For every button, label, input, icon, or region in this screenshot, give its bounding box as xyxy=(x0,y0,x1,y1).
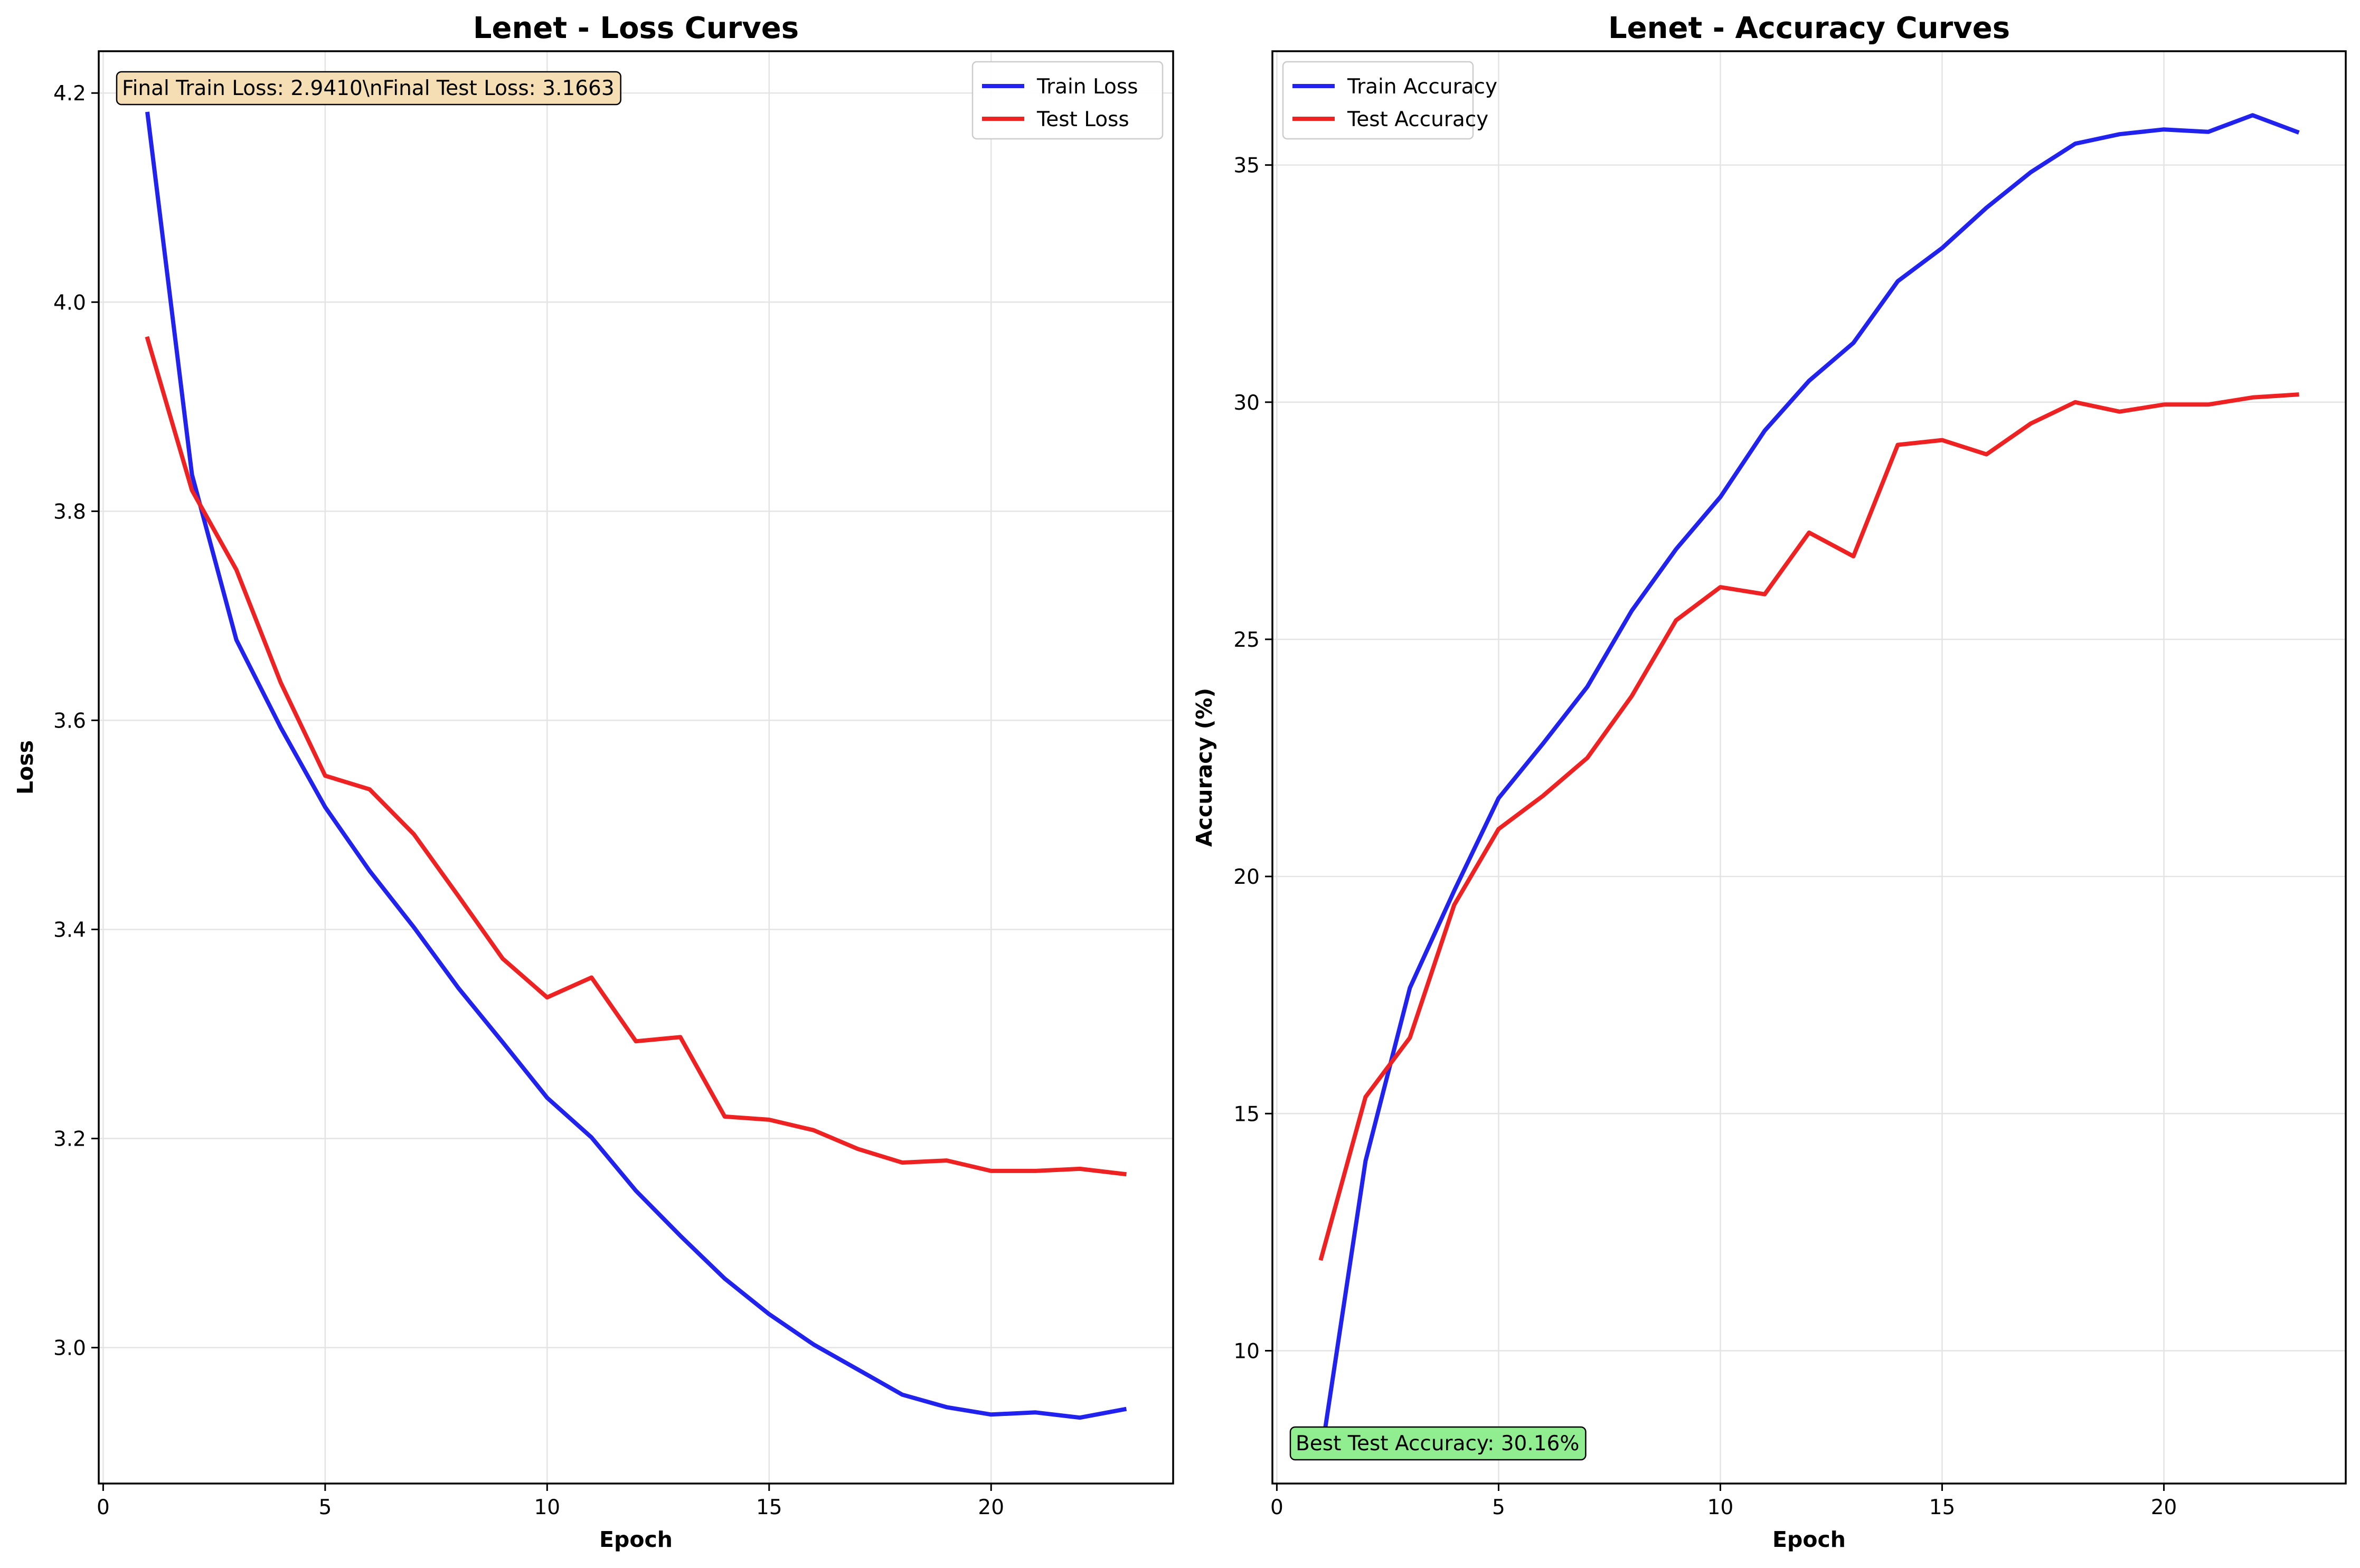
x-tick-label: 0 xyxy=(1270,1496,1283,1519)
y-tick-label: 30 xyxy=(1233,391,1260,415)
y-tick-label: 4.2 xyxy=(53,82,86,106)
loss-chart: 0 5 10 15 20 3.0 3.2 3.4 3.6 3.8 4.0 4.2 Lenet - Los… xyxy=(13,11,1174,1552)
series-line-train-accuracy xyxy=(1318,113,2300,1458)
x-tick-label: 5 xyxy=(318,1496,332,1519)
y-tick-label: 3.2 xyxy=(53,1128,86,1151)
y-axis-label: Loss xyxy=(13,740,38,795)
x-tick-label: 20 xyxy=(978,1496,1004,1519)
legend-label: Test Loss xyxy=(1036,108,1129,131)
x-axis-label: Epoch xyxy=(1772,1527,1846,1552)
plot-frame xyxy=(1271,50,2347,1485)
y-tick-label: 25 xyxy=(1233,628,1260,652)
x-tick-label: 15 xyxy=(1929,1496,1956,1519)
legend-label: Train Loss xyxy=(1036,75,1138,99)
series-line-test-accuracy xyxy=(1318,392,2299,1261)
annotation-box xyxy=(1289,1426,1587,1461)
x-tick-label: 0 xyxy=(97,1496,110,1519)
chart-title: Lenet - Accuracy Curves xyxy=(1608,11,2010,45)
legend-label: Test Accuracy xyxy=(1347,108,1488,131)
y-axis-label: Accuracy (%) xyxy=(1192,688,1217,847)
y-tick-label: 3.6 xyxy=(53,709,86,733)
y-tick-label: 3.0 xyxy=(53,1337,86,1361)
x-tick-label: 15 xyxy=(756,1496,782,1519)
annotation: Final Train Loss: 2.9410\nFinal Test Los… xyxy=(116,71,621,106)
y-tick-label: 4.0 xyxy=(53,291,86,315)
y-tick-label: 3.4 xyxy=(53,918,86,942)
annotation-text: Best Test Accuracy: 30.16% xyxy=(1296,1432,1579,1456)
chart-title: Lenet - Loss Curves xyxy=(473,11,799,45)
y-tick-label: 20 xyxy=(1233,865,1260,889)
x-axis-label: Epoch xyxy=(599,1527,673,1552)
annotation: Best Test Accuracy: 30.16% xyxy=(1289,1426,1587,1461)
x-tick-label: 5 xyxy=(1492,1496,1505,1519)
legend-label: Train Accuracy xyxy=(1347,75,1497,99)
y-tick-label: 15 xyxy=(1233,1102,1260,1126)
annotation-box xyxy=(116,71,621,106)
y-tick-label: 10 xyxy=(1233,1339,1260,1363)
x-tick-label: 20 xyxy=(2151,1496,2177,1519)
y-tick-label: 3.8 xyxy=(53,500,86,524)
x-tick-label: 10 xyxy=(1707,1496,1734,1519)
annotation-text: Final Train Loss: 2.9410\nFinal Test Los… xyxy=(122,77,615,100)
y-tick-label: 35 xyxy=(1233,154,1260,178)
series-line-test-loss xyxy=(145,336,1127,1177)
x-tick-label: 10 xyxy=(534,1496,560,1519)
accuracy-chart: 0 5 10 15 20 10 15 20 25 30 35 Lenet - Accuracy Cur… xyxy=(1192,11,2347,1552)
plot-frame xyxy=(98,50,1174,1485)
series-line-train-loss xyxy=(145,111,1127,1420)
